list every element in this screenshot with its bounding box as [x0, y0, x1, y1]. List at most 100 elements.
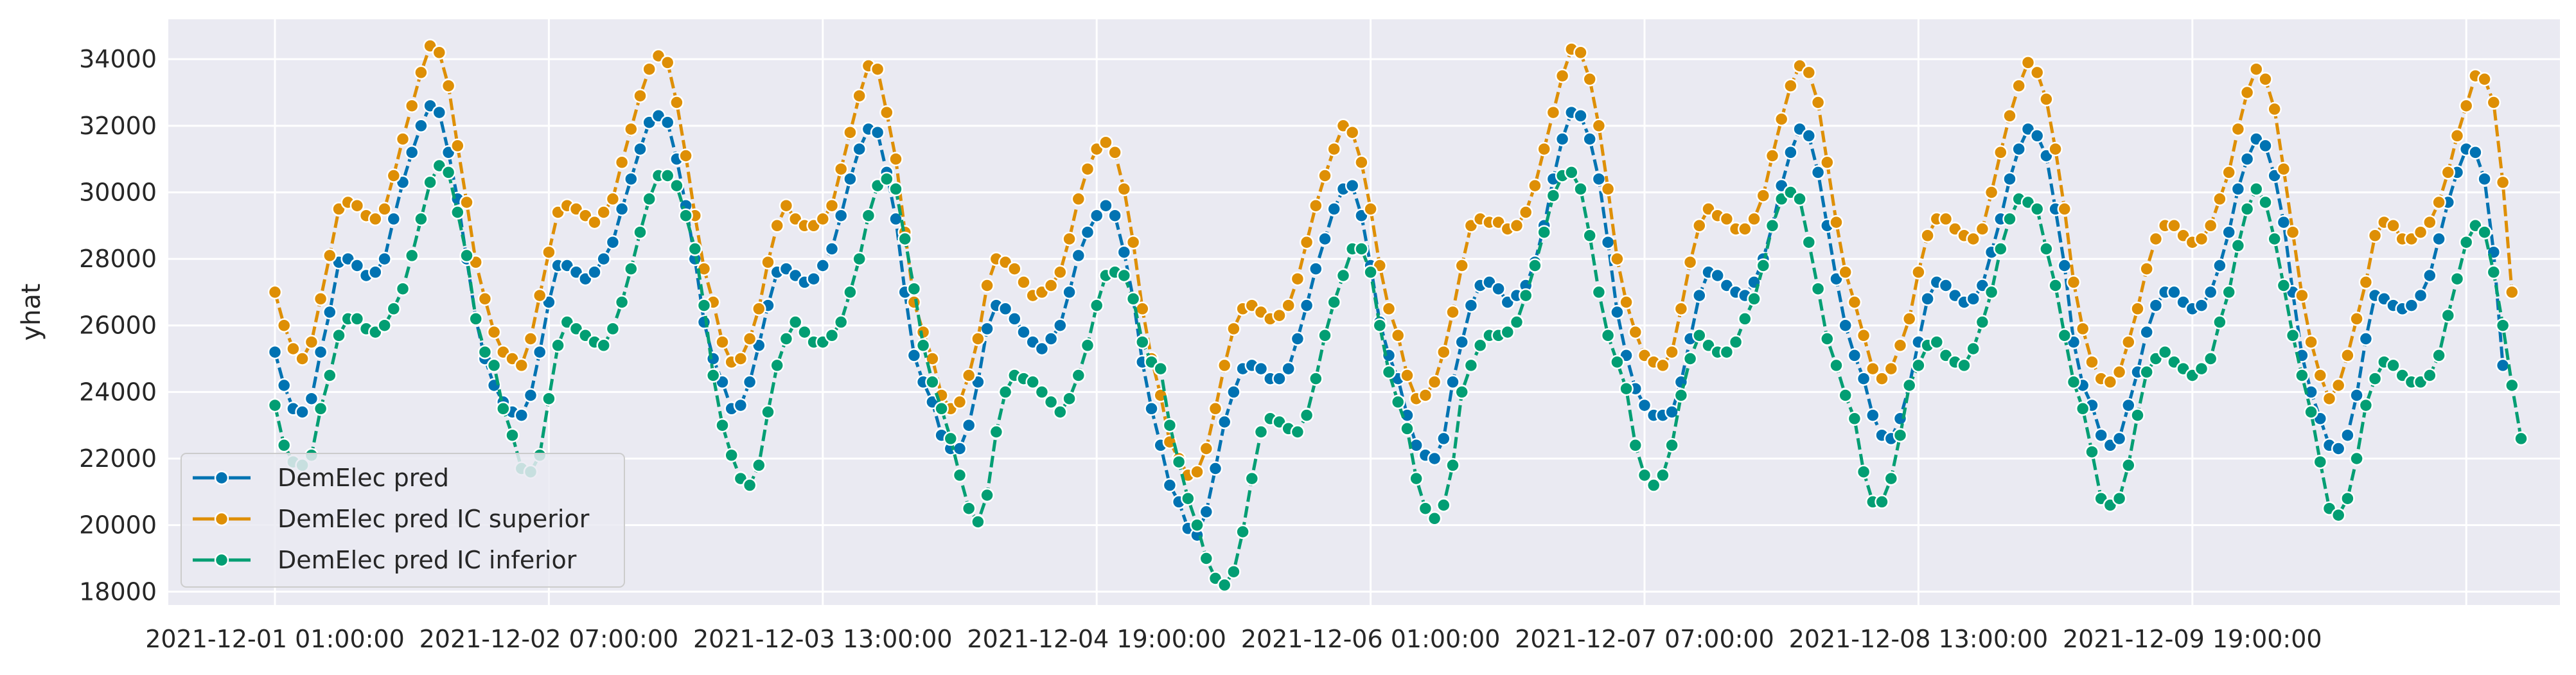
data-point — [1125, 234, 1141, 250]
data-point — [1226, 385, 1241, 399]
data-point — [761, 255, 775, 270]
data-point — [1491, 281, 1506, 296]
data-point — [477, 344, 493, 360]
data-point — [2230, 182, 2246, 197]
data-point — [2066, 275, 2081, 290]
data-point — [1053, 265, 1068, 280]
data-point — [1025, 374, 1040, 390]
data-point — [1135, 335, 1150, 349]
data-point — [2285, 328, 2300, 343]
data-point — [2514, 431, 2528, 446]
data-point — [2468, 145, 2483, 160]
data-point — [322, 304, 337, 320]
data-point — [1528, 258, 1542, 273]
data-point — [1719, 344, 1734, 360]
data-point — [1062, 285, 1077, 300]
data-point — [1810, 165, 1826, 180]
data-point — [779, 331, 794, 346]
data-point — [1600, 234, 1616, 250]
data-point — [614, 155, 630, 170]
data-point — [349, 311, 365, 326]
legend-swatch-marker — [214, 470, 229, 486]
data-point — [486, 358, 502, 373]
data-point — [779, 198, 794, 213]
y-tick-label: 20000 — [79, 511, 157, 539]
data-point — [1318, 231, 1332, 247]
data-point — [824, 198, 840, 213]
data-point — [1673, 301, 1689, 317]
x-tick-label: 2021-12-04 19:00:00 — [967, 625, 1226, 653]
data-point — [432, 105, 447, 120]
data-point — [833, 315, 849, 329]
data-point — [2340, 348, 2355, 363]
data-point — [788, 315, 803, 329]
data-point — [2048, 278, 2063, 293]
data-point — [1372, 318, 1388, 333]
data-point — [1500, 324, 1515, 340]
data-point — [2495, 318, 2510, 333]
data-point — [1610, 304, 1625, 320]
data-point — [1181, 491, 1195, 506]
data-point — [551, 338, 565, 353]
data-point — [2148, 298, 2164, 313]
data-point — [304, 391, 319, 406]
data-point — [432, 45, 447, 60]
data-point — [267, 344, 283, 360]
data-point — [2194, 361, 2209, 376]
data-point — [1692, 328, 1707, 343]
data-point — [2148, 231, 2164, 247]
data-point — [542, 391, 556, 406]
data-point — [2431, 231, 2446, 247]
data-point — [2039, 241, 2054, 256]
data-point — [2103, 374, 2118, 390]
data-point — [925, 374, 940, 390]
data-point — [1053, 318, 1068, 333]
data-point — [313, 401, 328, 416]
data-point — [1801, 234, 1817, 250]
data-point — [1445, 458, 1460, 473]
data-point — [1162, 478, 1178, 493]
data-point — [1628, 438, 1643, 453]
data-point — [1318, 328, 1332, 343]
data-point — [1664, 438, 1679, 453]
data-point — [1829, 215, 1844, 230]
data-point — [1299, 298, 1314, 313]
x-tick-label: 2021-12-06 01:00:00 — [1241, 625, 1501, 653]
data-point — [2349, 451, 2364, 466]
series-lines — [267, 39, 2528, 593]
data-point — [1309, 371, 1323, 386]
legend-label: DemElec pred — [278, 464, 449, 492]
data-point — [1555, 68, 1570, 83]
data-point — [1564, 165, 1579, 180]
data-point — [824, 241, 840, 256]
data-point — [1381, 365, 1397, 380]
data-point — [2367, 371, 2383, 386]
data-point — [2212, 258, 2227, 273]
data-point — [267, 398, 283, 413]
data-point — [2413, 225, 2428, 240]
data-point — [2440, 165, 2456, 180]
data-point — [1299, 408, 1314, 423]
data-point — [888, 182, 903, 197]
data-point — [1062, 391, 1077, 406]
data-point — [1445, 304, 1460, 320]
data-point — [1875, 371, 1889, 386]
data-point — [1847, 348, 1862, 363]
data-point — [1244, 471, 1260, 486]
data-point — [2203, 351, 2218, 366]
data-point — [1628, 324, 1643, 340]
data-point — [1016, 324, 1031, 340]
data-point — [2130, 301, 2145, 317]
data-point — [669, 178, 684, 193]
data-point — [752, 301, 766, 317]
data-point — [1901, 378, 1917, 393]
data-point — [2276, 278, 2291, 293]
data-point — [715, 335, 730, 349]
data-point — [2340, 428, 2355, 443]
data-point — [1984, 285, 1999, 300]
data-point — [1966, 231, 1981, 247]
data-point — [404, 248, 419, 263]
y-tick-label: 22000 — [79, 444, 157, 473]
data-point — [770, 218, 784, 233]
